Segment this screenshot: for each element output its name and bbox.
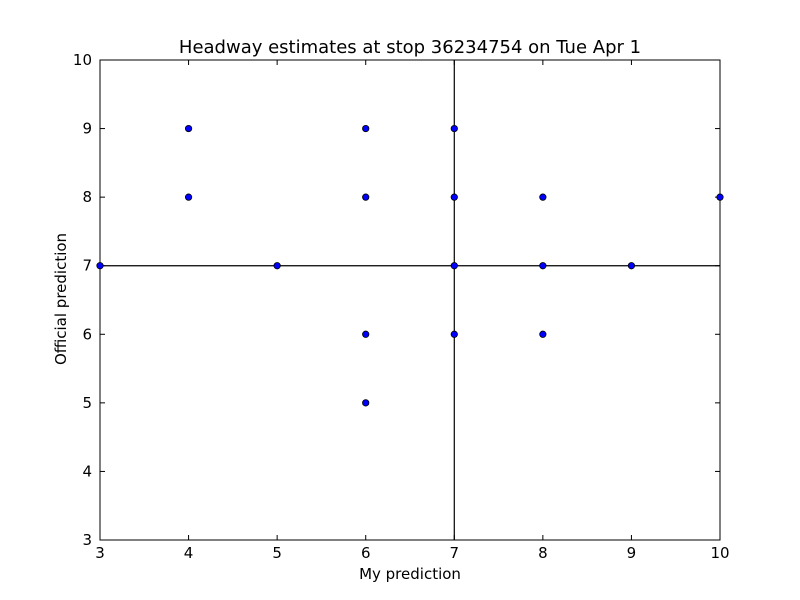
x-tick-label: 10 — [710, 544, 729, 562]
data-point — [716, 193, 724, 201]
plot-area: 3 4 5 6 7 8 9 10 3 4 5 6 7 8 9 10 — [73, 51, 730, 562]
x-tick-label: 6 — [361, 544, 371, 562]
x-tick-label: 4 — [184, 544, 194, 562]
data-point — [362, 124, 370, 133]
x-tick-label: 7 — [450, 544, 460, 562]
y-tick-label: 7 — [82, 257, 92, 275]
data-point — [362, 399, 370, 407]
data-point — [184, 124, 193, 133]
x-tick-label: 9 — [627, 544, 637, 562]
data-point — [184, 193, 193, 201]
data-point — [450, 330, 458, 338]
y-tick-label: 8 — [82, 188, 92, 206]
y-tick-label: 6 — [82, 325, 92, 343]
y-tick-label: 4 — [82, 462, 92, 480]
data-point — [450, 124, 458, 133]
x-axis-label: My prediction — [359, 565, 461, 583]
data-point — [362, 193, 370, 201]
data-point — [627, 262, 636, 270]
data-point — [450, 262, 458, 270]
y-tick-label: 5 — [82, 394, 92, 412]
plot-frame — [99, 59, 721, 541]
x-tick-label: 8 — [538, 544, 548, 562]
y-tick-label: 3 — [82, 531, 92, 549]
data-point — [273, 262, 281, 270]
y-axis-label: Official prediction — [52, 233, 70, 365]
chart-title: Headway estimates at stop 36234754 on Tu… — [179, 37, 641, 58]
data-point — [539, 330, 547, 338]
y-tick-label: 10 — [73, 51, 92, 69]
data-point — [539, 193, 547, 201]
data-point — [450, 193, 458, 201]
data-point — [539, 262, 547, 270]
y-tick-label: 9 — [82, 120, 92, 138]
data-point — [362, 330, 370, 338]
x-tick-label: 5 — [272, 544, 282, 562]
x-tick-label: 3 — [95, 544, 105, 562]
data-point — [96, 262, 104, 270]
